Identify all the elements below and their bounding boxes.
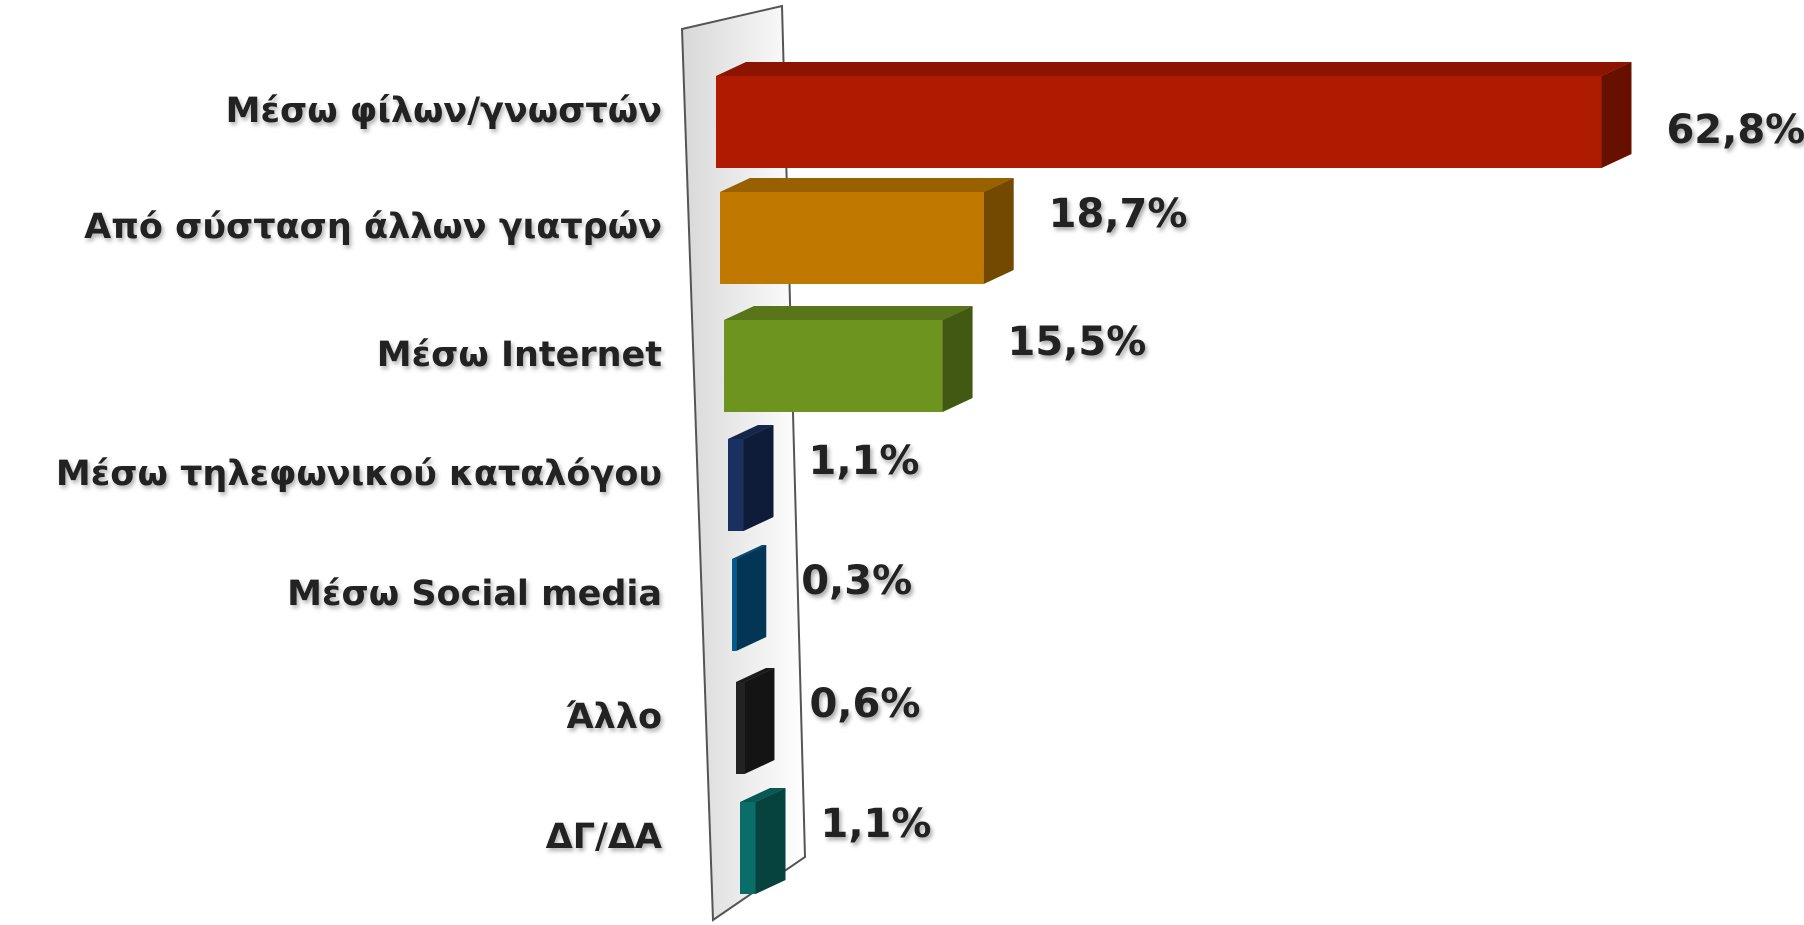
bar-side [755, 788, 786, 894]
bar-top-shade [740, 788, 786, 802]
value-label: 62,8% [1666, 107, 1804, 153]
bar-top-shade [736, 668, 775, 682]
category-label: Μέσω φίλων/γνωστών [226, 91, 662, 131]
category-label: Άλλο [566, 697, 662, 737]
bar-top [740, 788, 786, 802]
value-label: 0,6% [809, 681, 920, 727]
bar-top-shade [716, 62, 1632, 76]
bar-top-shade [720, 178, 1014, 192]
category-label: Μέσω τηλεφωνικού καταλόγου [56, 454, 662, 494]
bar-top [732, 545, 767, 559]
bar-side-shade [755, 788, 786, 894]
bar [736, 682, 745, 774]
category-label: Μέσω Social media [287, 574, 662, 614]
category-label: Μέσω Internet [377, 335, 662, 375]
bar-side-shade [744, 668, 775, 774]
bar-side [942, 306, 973, 412]
bar [720, 192, 984, 284]
bar [716, 76, 1602, 168]
bar [724, 320, 943, 412]
bar-side-shade [1601, 62, 1632, 168]
value-label: 18,7% [1049, 191, 1188, 237]
bar-top-shade [732, 545, 767, 559]
bar-side [983, 178, 1014, 284]
bar-side-shade [743, 425, 774, 531]
bar [740, 802, 756, 894]
bar-side [744, 668, 775, 774]
bar-top [720, 178, 1014, 192]
bar-top-shade [724, 306, 973, 320]
bar-top [728, 425, 774, 439]
bar-top [716, 62, 1632, 76]
bar-top [724, 306, 973, 320]
bar [728, 439, 744, 531]
value-label: 1,1% [809, 438, 920, 484]
value-label: 0,3% [801, 558, 912, 604]
bar-top [736, 668, 775, 682]
value-label: 1,1% [821, 801, 932, 847]
bar-side [743, 425, 774, 531]
bar-top-shade [728, 425, 774, 439]
value-label: 15,5% [1008, 319, 1147, 365]
bar-side [736, 545, 767, 651]
bar-side [1601, 62, 1632, 168]
bar [732, 559, 737, 651]
category-label: Από σύσταση άλλων γιατρών [84, 207, 662, 247]
category-label: ΔΓ/ΔΑ [546, 817, 662, 857]
bar-side-shade [942, 306, 973, 412]
bar-side-shade [983, 178, 1014, 284]
bar-side-shade [736, 545, 767, 651]
